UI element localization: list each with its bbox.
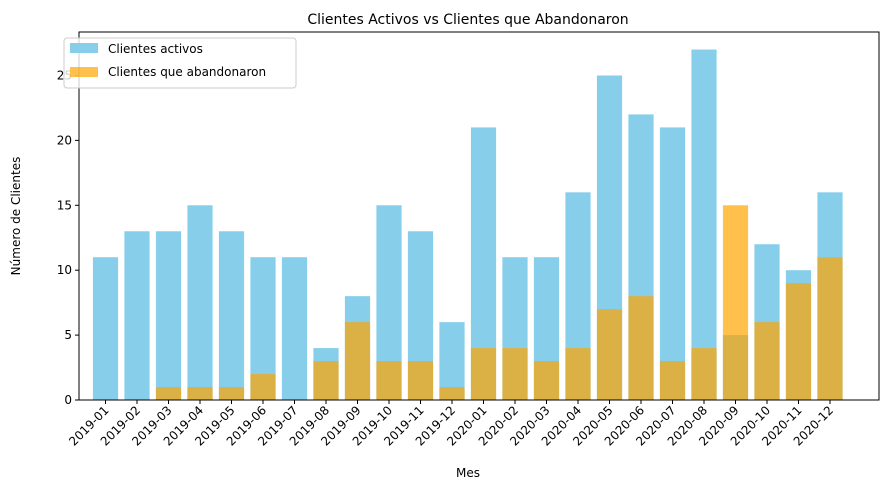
legend-label-churned: Clientes que abandonaron: [108, 65, 266, 79]
bar-churned-2019-09: [344, 322, 371, 400]
y-axis: 0510152025: [57, 68, 79, 407]
plot-frame: [78, 31, 880, 401]
bar-churned-2020-09: [722, 205, 749, 400]
bars-layer: [92, 49, 843, 401]
bar-churned-2020-11: [785, 283, 812, 400]
legend-swatch-churned: [70, 67, 98, 77]
y-tick-label: 15: [57, 198, 72, 212]
y-axis-label: Número de Clientes: [9, 157, 23, 276]
bar-churned-2019-06: [250, 374, 276, 400]
legend-box: [63, 37, 297, 89]
legend-swatch-active: [70, 43, 98, 53]
bar-active-2019-01: [92, 257, 119, 400]
chart-title: Clientes Activos vs Clientes que Abandon…: [307, 12, 628, 28]
bar-active-2019-04: [187, 205, 213, 400]
bar-churned-2019-05: [218, 387, 245, 400]
bar-churned-2019-04: [187, 387, 213, 400]
bar-churned-2020-06: [628, 296, 654, 400]
bar-churned-2020-10: [754, 322, 780, 400]
bar-churned-2019-08: [313, 361, 339, 400]
bar-churned-2020-12: [817, 257, 843, 400]
y-tick-label: 20: [57, 133, 72, 147]
bar-churned-2020-08: [691, 348, 717, 400]
bar-churned-2019-11: [407, 361, 434, 400]
y-tick-label: 10: [57, 263, 72, 277]
x-axis: 2019-012019-022019-032019-042019-052019-…: [66, 400, 836, 449]
bar-active-2019-05: [218, 231, 245, 400]
legend: Clientes activos Clientes que abandonaro…: [63, 37, 297, 89]
bar-churned-2019-10: [376, 361, 402, 400]
bar-churned-2020-01: [470, 348, 497, 400]
bar-active-2019-07: [281, 257, 308, 400]
bar-active-2020-08: [691, 49, 717, 401]
x-axis-label: Mes: [456, 466, 480, 480]
legend-label-active: Clientes activos: [108, 42, 203, 56]
bar-active-2020-07: [659, 127, 686, 400]
bar-churned-2019-12: [439, 387, 465, 400]
y-tick-label: 5: [64, 328, 72, 342]
bar-active-2019-03: [155, 231, 182, 400]
bar-churned-2020-03: [533, 361, 560, 400]
bar-churned-2020-05: [596, 309, 623, 400]
bar-active-2019-02: [124, 231, 150, 400]
bar-churned-2020-07: [659, 361, 686, 400]
y-tick-label: 0: [64, 393, 72, 407]
bar-churned-2020-02: [502, 348, 528, 400]
bar-churned-2019-03: [155, 387, 182, 400]
bar-churned-2020-04: [565, 348, 591, 400]
